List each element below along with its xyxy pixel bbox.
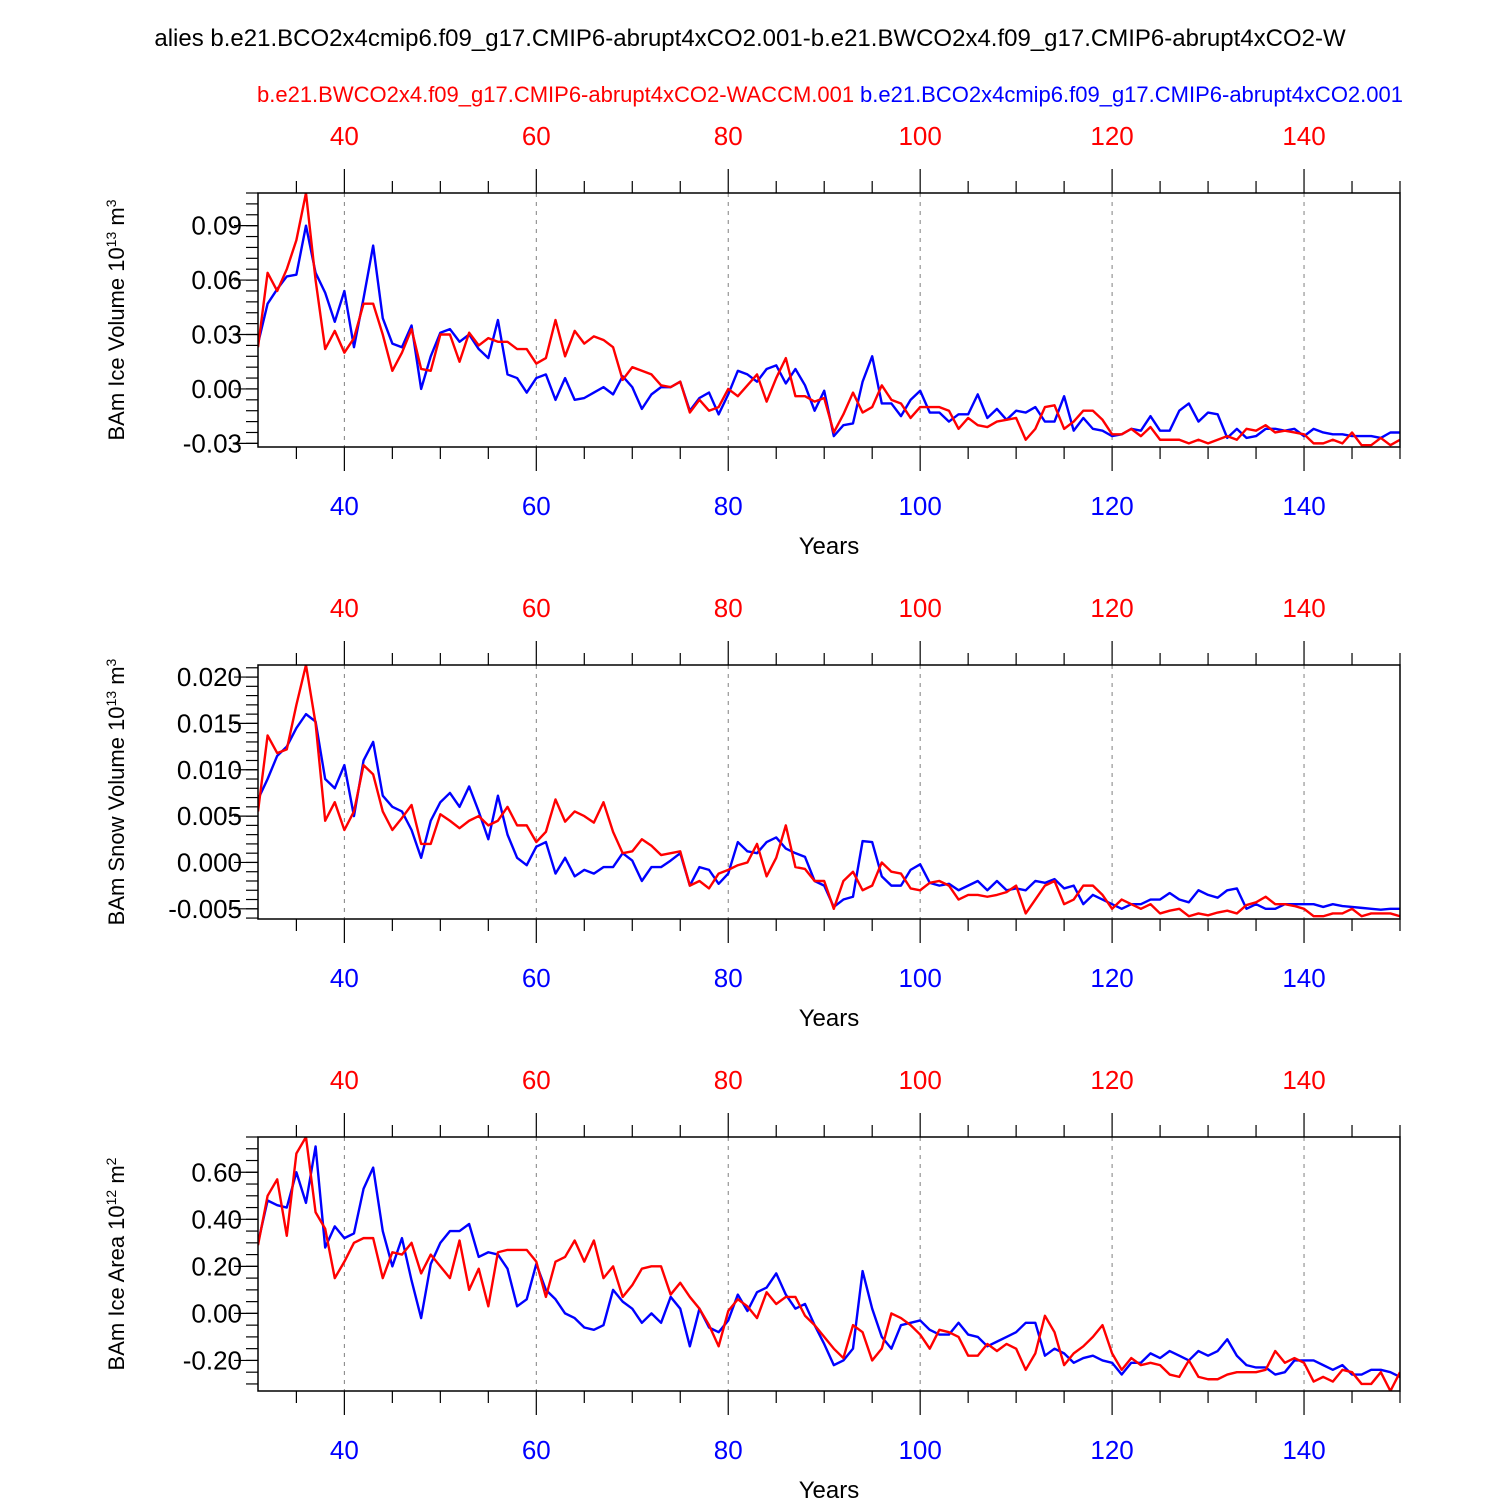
legend-blue-label: b.e21.BCO2x4cmip6.f09_g17.CMIP6-abrupt4x…	[860, 82, 1403, 107]
y-tick-label: 0.06	[191, 265, 242, 295]
y-axis-label-part: BAm Ice Area 10	[104, 1205, 129, 1370]
top-x-tick-label: 80	[714, 121, 743, 151]
top-x-tick-label: 40	[330, 121, 359, 151]
bottom-x-tick-label: 80	[714, 963, 743, 993]
top-x-tick-label: 140	[1282, 593, 1325, 623]
y-axis-label-part: BAm Snow Volume 10	[104, 706, 129, 925]
bottom-x-tick-label: 100	[898, 1435, 941, 1465]
bottom-x-tick-label: 140	[1282, 1435, 1325, 1465]
series-line-red	[258, 1137, 1400, 1391]
bottom-x-tick-label: 80	[714, 491, 743, 521]
bottom-x-tick-label: 100	[898, 963, 941, 993]
bottom-x-tick-label: 40	[330, 1435, 359, 1465]
y-axis-label: BAm Snow Volume 1013 m3	[103, 658, 129, 925]
series-line-red	[258, 193, 1400, 447]
legend-red-label: b.e21.BWCO2x4.f09_g17.CMIP6-abrupt4xCO2-…	[257, 82, 854, 107]
bottom-x-tick-label: 60	[522, 963, 551, 993]
top-x-tick-label: 40	[330, 1065, 359, 1095]
y-axis-label-superscript: 13	[103, 691, 119, 707]
bottom-x-tick-label: 120	[1090, 491, 1133, 521]
y-tick-label: 0.00	[191, 374, 242, 404]
y-tick-label: 0.03	[191, 320, 242, 350]
bottom-x-tick-label: 140	[1282, 491, 1325, 521]
series-line-blue	[258, 1145, 1400, 1379]
y-tick-label: -0.005	[168, 894, 242, 924]
bottom-x-tick-label: 40	[330, 963, 359, 993]
panel-ice-area: 40 60 80 100 120 140 40 60 80 100 120 140 Years -0.20…	[103, 1065, 1401, 1500]
top-x-tick-label: 140	[1282, 1065, 1325, 1095]
panel-snow-volume: 40 60 80 100 120 140 40 60 80 100 120 140 Years -0.00…	[103, 593, 1401, 1032]
y-tick-label: 0.60	[191, 1157, 242, 1187]
bottom-x-tick-label: 100	[898, 491, 941, 521]
plot-frame	[257, 1136, 1401, 1392]
plot-frame	[257, 192, 1401, 448]
y-axis-label: BAm Ice Volume 1013 m3	[103, 199, 129, 440]
y-tick-label: 0.010	[177, 755, 242, 785]
plot-frame	[257, 664, 1401, 920]
top-x-tick-label: 60	[522, 121, 551, 151]
y-axis-label: BAm Ice Area 1012 m2	[103, 1157, 129, 1370]
y-tick-label: 0.09	[191, 211, 242, 241]
y-axis-label-part: m	[104, 666, 129, 690]
y-tick-label: 0.005	[177, 801, 242, 831]
x-axis-label: Years	[799, 1005, 860, 1032]
top-x-tick-label: 60	[522, 1065, 551, 1095]
y-axis-label-part: m	[104, 1165, 129, 1189]
y-axis-label-superscript: 2	[103, 1157, 119, 1165]
top-x-tick-label: 100	[898, 121, 941, 151]
y-axis-label-superscript: 3	[103, 658, 119, 666]
y-tick-label: 0.020	[177, 662, 242, 692]
top-x-tick-label: 40	[330, 593, 359, 623]
top-x-tick-label: 140	[1282, 121, 1325, 151]
top-x-tick-label: 120	[1090, 121, 1133, 151]
series-line-blue	[258, 712, 1400, 911]
y-tick-label: 0.015	[177, 708, 242, 738]
bottom-x-tick-label: 60	[522, 1435, 551, 1465]
y-axis-label-superscript: 13	[103, 232, 119, 248]
top-x-tick-label: 80	[714, 593, 743, 623]
series-line-blue	[258, 224, 1400, 440]
y-tick-label: -0.03	[183, 428, 242, 458]
series-line-red	[258, 665, 1400, 918]
y-tick-label: 0.00	[191, 1298, 242, 1328]
top-x-tick-label: 60	[522, 593, 551, 623]
top-x-tick-label: 120	[1090, 1065, 1133, 1095]
x-axis-label: Years	[799, 533, 860, 560]
y-tick-label: 0.20	[191, 1251, 242, 1281]
top-x-tick-label: 120	[1090, 593, 1133, 623]
bottom-x-tick-label: 120	[1090, 1435, 1133, 1465]
bottom-x-tick-label: 40	[330, 491, 359, 521]
y-axis-label-part: BAm Ice Volume 10	[104, 247, 129, 440]
bottom-x-tick-label: 60	[522, 491, 551, 521]
y-axis-label-superscript: 12	[103, 1190, 119, 1206]
y-axis-label-part: m	[104, 207, 129, 231]
x-axis-label: Years	[799, 1477, 860, 1500]
top-x-tick-label: 100	[898, 593, 941, 623]
y-axis-label-superscript: 3	[103, 199, 119, 207]
panel-ice-volume: 40 60 80 100 120 140 40 60 80 100 120 140 Years -0.03…	[103, 121, 1401, 560]
bottom-x-tick-label: 140	[1282, 963, 1325, 993]
y-tick-label: -0.20	[183, 1345, 242, 1375]
y-tick-label: 0.40	[191, 1204, 242, 1234]
y-tick-label: 0.000	[177, 847, 242, 877]
figure-title: alies b.e21.BCO2x4cmip6.f09_g17.CMIP6-ab…	[154, 25, 1346, 52]
top-x-tick-label: 80	[714, 1065, 743, 1095]
top-x-tick-label: 100	[898, 1065, 941, 1095]
bottom-x-tick-label: 120	[1090, 963, 1133, 993]
bottom-x-tick-label: 80	[714, 1435, 743, 1465]
